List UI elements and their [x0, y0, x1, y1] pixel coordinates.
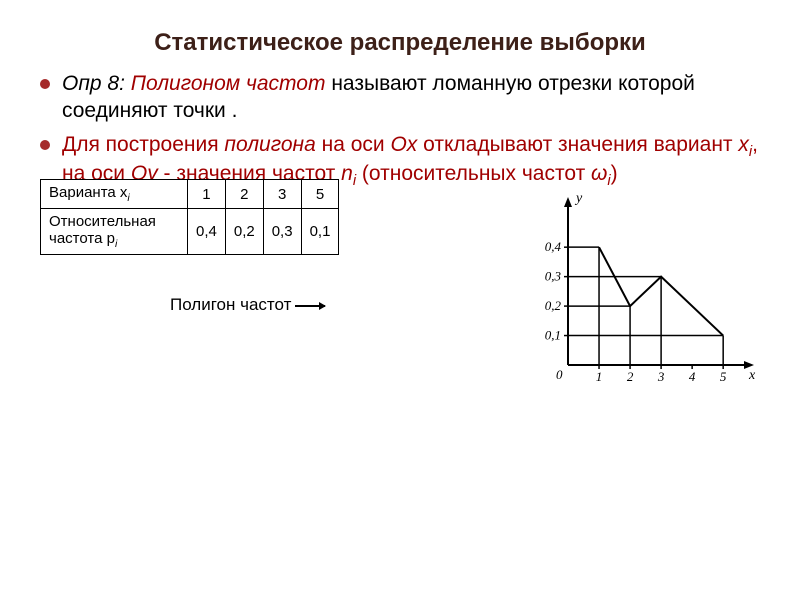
svg-text:0,2: 0,2: [545, 298, 562, 313]
svg-text:0,3: 0,3: [545, 269, 562, 284]
svg-text:4: 4: [689, 369, 696, 384]
svg-text:1: 1: [596, 369, 603, 384]
svg-text:x: x: [748, 368, 756, 383]
svg-text:3: 3: [657, 369, 665, 384]
table-cell: 3: [263, 180, 301, 209]
arrow-icon: [295, 305, 325, 307]
table-cell: 0,3: [263, 209, 301, 255]
bullet-1: Опр 8: Полигоном частот называют ломанну…: [40, 71, 760, 124]
svg-text:0,1: 0,1: [545, 328, 561, 343]
svg-text:5: 5: [720, 369, 727, 384]
bullet-1-text: Опр 8: Полигоном частот называют ломанну…: [62, 71, 760, 124]
svg-text:y: y: [574, 191, 583, 206]
svg-text:0: 0: [556, 367, 563, 382]
row-label: Варианта xi: [41, 180, 188, 209]
table-cell: 0,4: [188, 209, 226, 255]
bullet-icon: [40, 140, 50, 150]
chart-caption: Полигон частот: [170, 295, 520, 315]
page-title: Статистическое распределение выборки: [40, 30, 760, 56]
frequency-polygon-chart: y x 0 0,1 0,2 0,3 0,4 1 2 3 4 5: [530, 189, 760, 389]
svg-text:2: 2: [627, 369, 634, 384]
table-row: Относительная частота pi 0,4 0,2 0,3 0,1: [41, 209, 339, 255]
table-cell: 1: [188, 180, 226, 209]
bullet-icon: [40, 79, 50, 89]
table-cell: 0,1: [301, 209, 339, 255]
table-row: Варианта xi 1 2 3 5: [41, 180, 339, 209]
table-cell: 0,2: [225, 209, 263, 255]
table-cell: 5: [301, 180, 339, 209]
svg-text:0,4: 0,4: [545, 239, 562, 254]
table-cell: 2: [225, 180, 263, 209]
data-table: Варианта xi 1 2 3 5 Относительная частот…: [40, 179, 339, 255]
row-label: Относительная частота pi: [41, 209, 188, 255]
